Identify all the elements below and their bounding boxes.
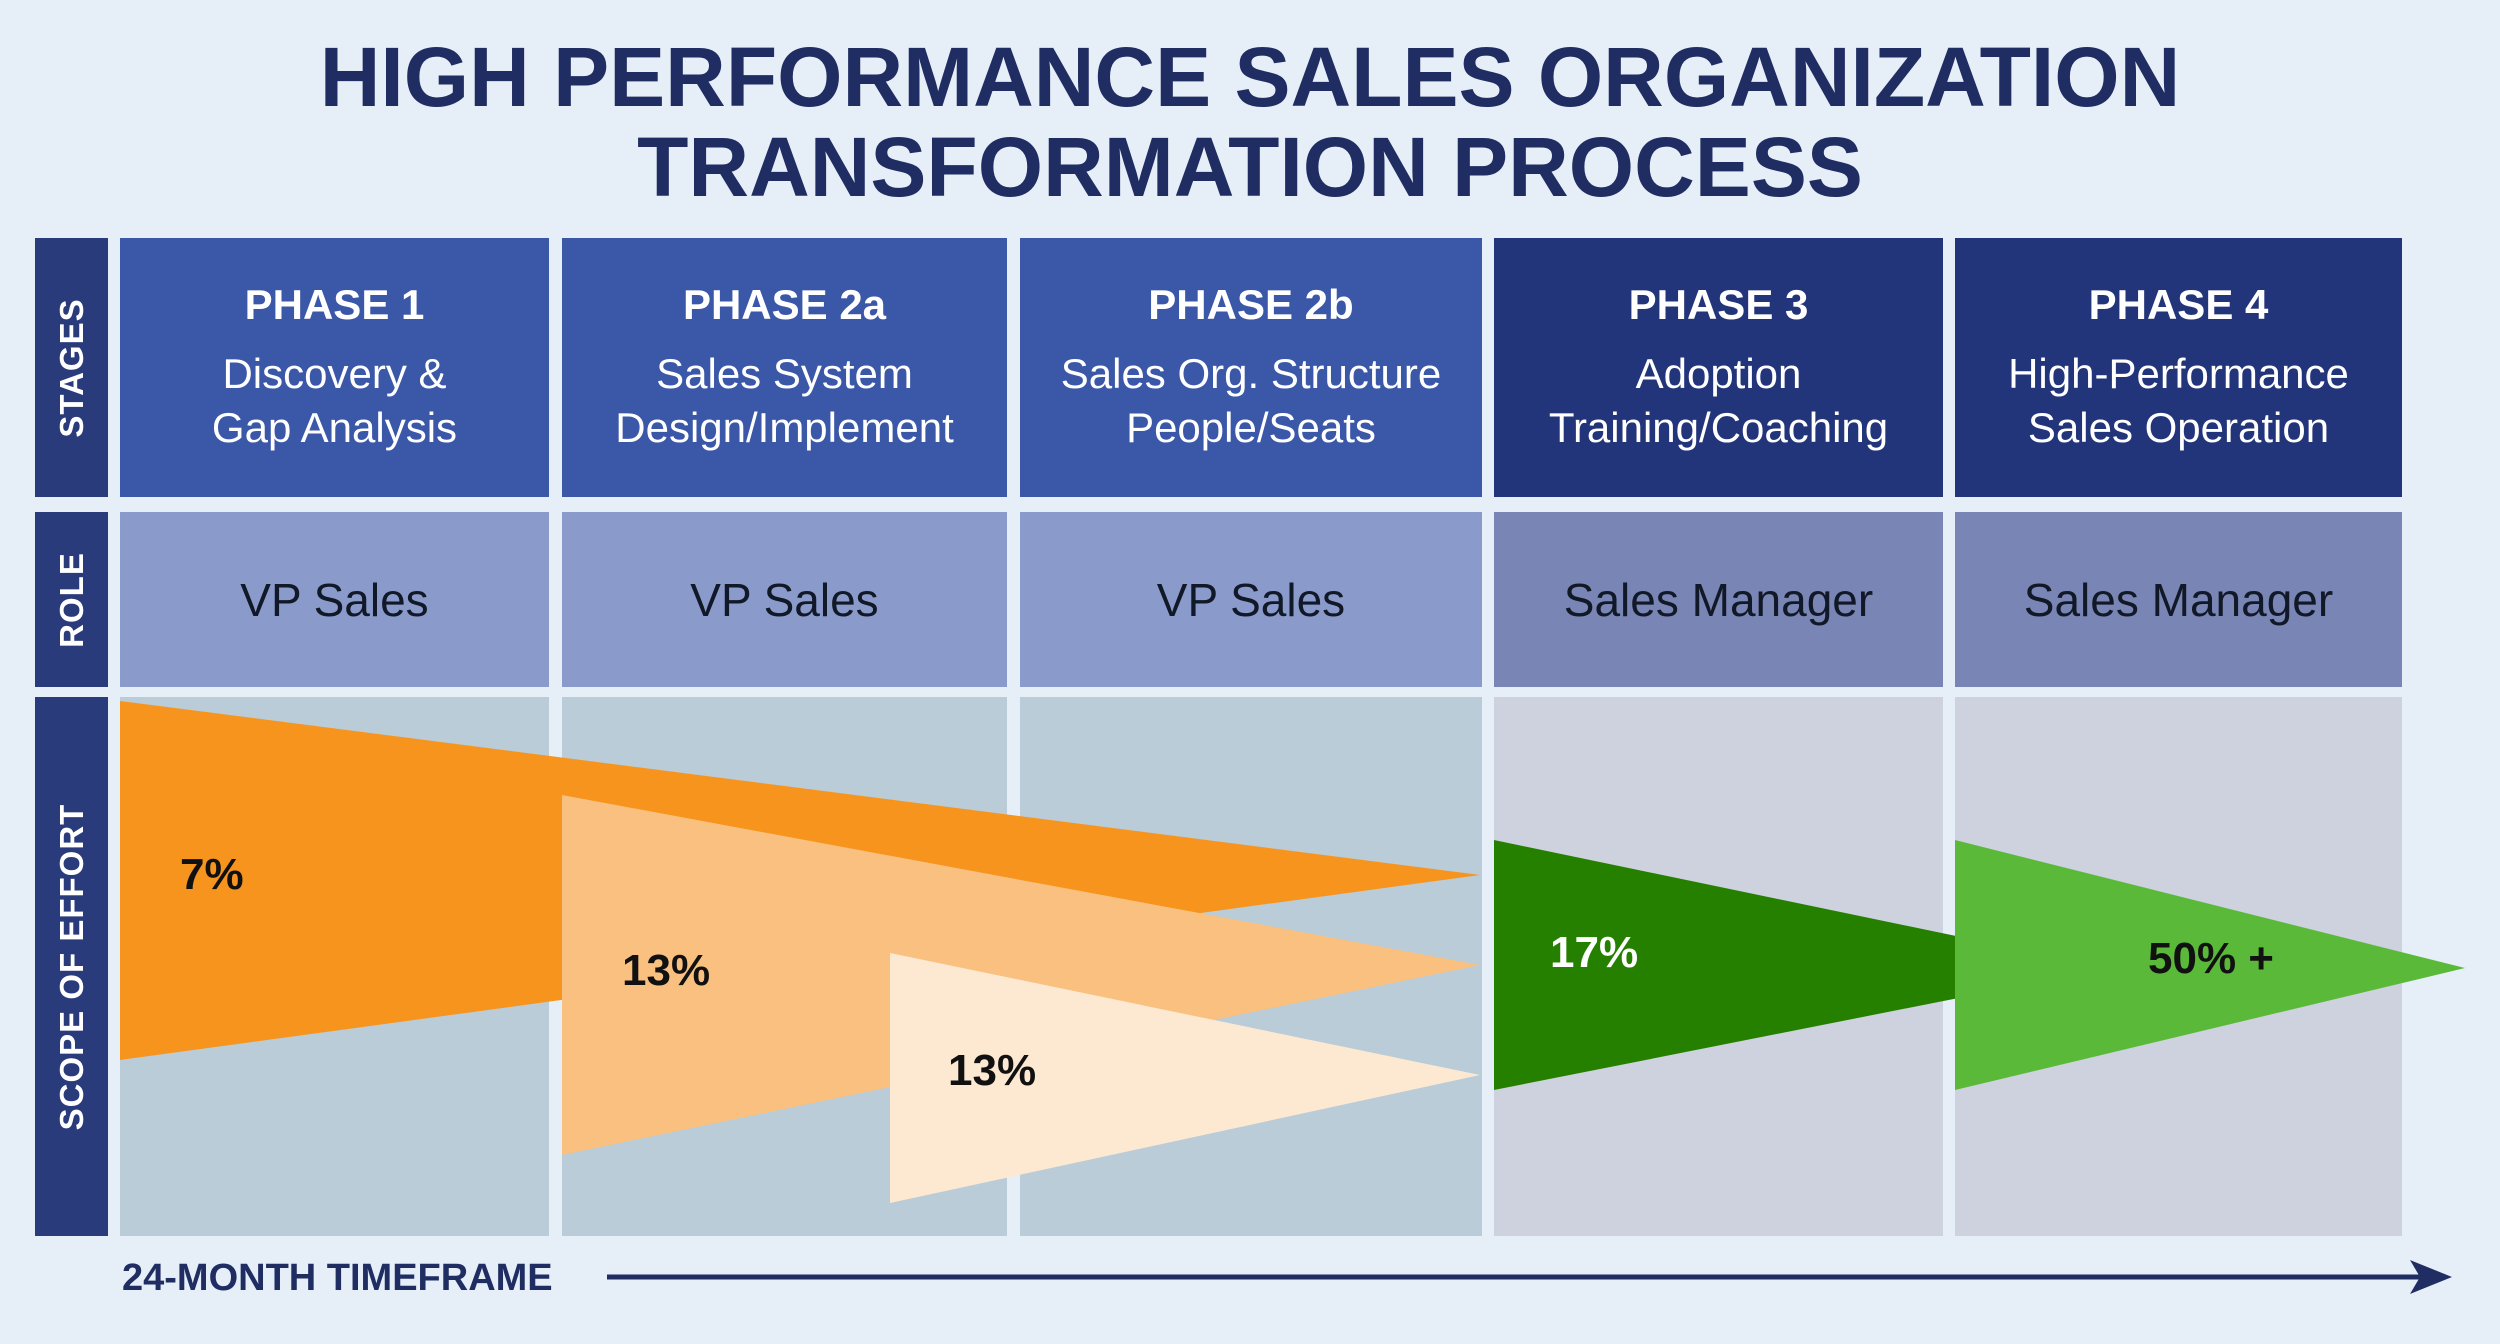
effort-label-phase-1: 7% — [180, 850, 244, 899]
role-label: VP Sales — [240, 573, 429, 626]
phase-desc-line1: Discovery & — [222, 349, 447, 397]
effort-wedge-phase-2b — [890, 953, 1480, 1203]
phase-desc-line2: People/Seats — [1126, 403, 1376, 451]
stage-phase-2b: PHASE 2b Sales Org. Structure People/Sea… — [1020, 238, 1482, 497]
role-phase-4: Sales Manager — [1955, 512, 2402, 687]
effort-label-phase-2b: 13% — [948, 1046, 1037, 1095]
row-label-stages: STAGES — [35, 238, 108, 497]
page-title: HIGH PERFORMANCE SALES ORGANIZATION TRAN… — [0, 32, 2500, 212]
role-phase-1: VP Sales — [120, 512, 549, 687]
effort-label-phase-2a: 13% — [622, 946, 711, 995]
row-label-role: ROLE — [35, 512, 108, 687]
title-line-2: TRANSFORMATION PROCESS — [637, 120, 1863, 214]
phase-title: PHASE 2a — [682, 280, 887, 328]
title-line-1: HIGH PERFORMANCE SALES ORGANIZATION — [319, 30, 2181, 124]
timeframe-label: 24-MONTH TIMEFRAME — [122, 1257, 553, 1299]
phase-desc-line1: Adoption — [1635, 349, 1802, 397]
effort-label-phase-4: 50% + — [2148, 934, 2274, 983]
role-phase-3: Sales Manager — [1494, 512, 1943, 687]
effort-wedge-phase-3 — [1494, 840, 2110, 1090]
phase-desc-line1: Sales System — [656, 349, 913, 397]
phase-title: PHASE 2b — [1148, 280, 1354, 328]
stage-phase-1: PHASE 1 Discovery & Gap Analysis — [120, 238, 549, 497]
role-label: VP Sales — [1156, 573, 1346, 626]
role-label: Sales Manager — [1563, 573, 1874, 626]
stage-phase-4: PHASE 4 High-Performance Sales Operation — [1955, 238, 2402, 497]
phase-desc-line1: Sales Org. Structure — [1060, 349, 1442, 397]
stage-phase-2a: PHASE 2a Sales System Design/Implement — [562, 238, 1007, 497]
role-label: VP Sales — [690, 573, 879, 626]
phase-title: PHASE 3 — [1628, 280, 1809, 328]
stage-phase-3: PHASE 3 Adoption Training/Coaching — [1494, 238, 1943, 497]
effort-label-phase-3: 17% — [1550, 928, 1639, 977]
phase-desc-line2: Sales Operation — [2027, 403, 2330, 451]
effort-wedge-phase-4 — [1955, 840, 2465, 1090]
effort-wedge-phase-2a — [562, 795, 1480, 1155]
row-label-scope: SCOPE OF EFFORT — [35, 697, 108, 1236]
phase-title: PHASE 4 — [2088, 280, 2269, 328]
timeframe-arrowhead-icon — [2410, 1260, 2452, 1294]
phase-desc-line2: Gap Analysis — [211, 403, 458, 451]
phase-desc-line1: High-Performance — [2008, 349, 2349, 397]
phase-desc-line2: Design/Implement — [615, 403, 954, 451]
role-label: Sales Manager — [2023, 573, 2334, 626]
role-phase-2b: VP Sales — [1020, 512, 1482, 687]
role-phase-2a: VP Sales — [562, 512, 1007, 687]
phase-title: PHASE 1 — [244, 280, 425, 328]
phase-desc-line2: Training/Coaching — [1548, 403, 1889, 451]
